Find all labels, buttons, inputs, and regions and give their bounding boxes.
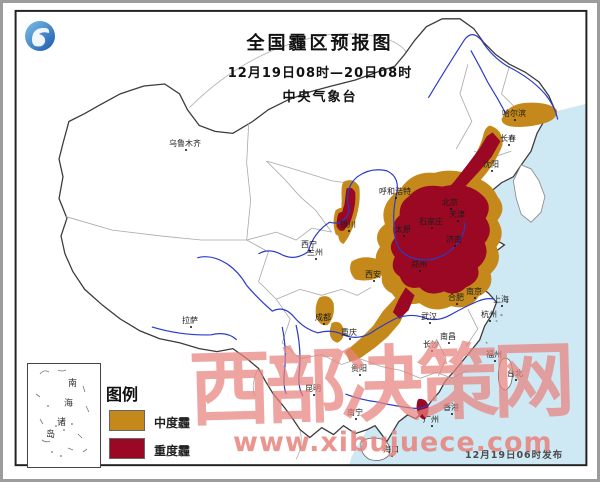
moderate-haze-swatch — [109, 410, 145, 431]
severe-haze-region — [336, 132, 501, 420]
page-title: 全国霾区预报图 — [246, 33, 394, 54]
agency-name: 中央气象台 — [282, 90, 358, 105]
severe-haze-swatch — [109, 438, 145, 459]
forecast-period: 12月19日08时—20日08时 — [227, 66, 413, 81]
south-china-sea-inset: 南 海 诸 岛 — [27, 363, 101, 468]
inset-char: 岛 — [46, 430, 56, 440]
legend-title: 图例 — [106, 385, 139, 404]
map-frame — [14, 9, 588, 467]
taiwan-island — [497, 357, 513, 391]
inset-char: 南 — [68, 379, 78, 389]
foreign-borders-group — [189, 33, 408, 460]
inset-char: 诸 — [57, 418, 67, 428]
china-map-svg — [14, 9, 588, 467]
rivers-group — [151, 34, 559, 409]
hainan-island — [360, 437, 391, 461]
coastal-islets — [485, 313, 503, 344]
korea-landmass — [512, 164, 546, 223]
map-header: 全国霾区预报图 12月19日08时—20日08时 中央气象台 — [43, 29, 597, 105]
inset-char: 海 — [64, 399, 74, 409]
moderate-haze-label: 中度霾 — [154, 416, 191, 430]
agency-logo-icon — [25, 21, 55, 51]
severe-haze-label: 重度霾 — [154, 444, 191, 458]
publish-time: 12月19日06时发布 — [465, 450, 564, 461]
inset-islands — [35, 369, 90, 457]
